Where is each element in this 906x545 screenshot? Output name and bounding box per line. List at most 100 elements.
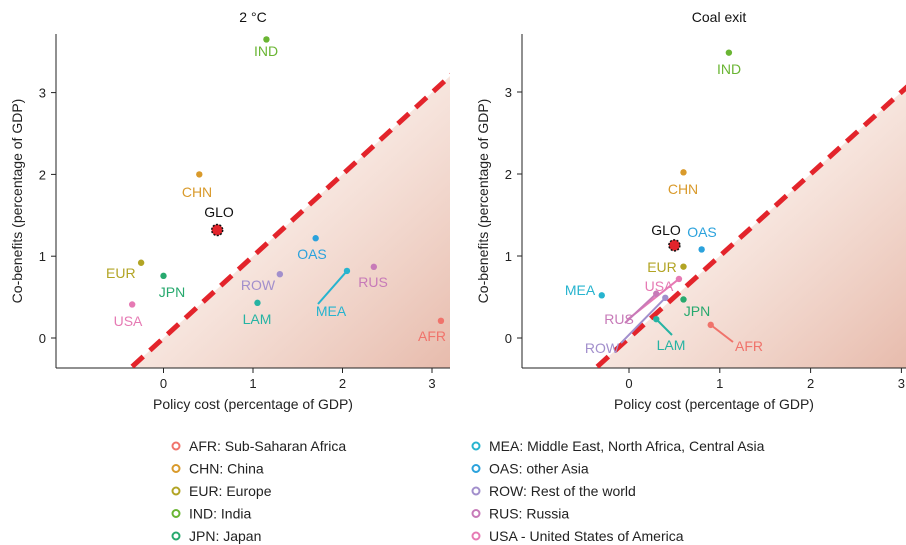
- legend-item-mea: MEA: Middle East, North Africa, Central …: [489, 438, 765, 454]
- legend: AFR: Sub-Saharan Africa CHN: China EUR: Eu…: [171, 438, 765, 544]
- legend-marker-afr: [171, 441, 181, 451]
- point-usa: [675, 275, 683, 283]
- y-tick-label: 3: [505, 85, 512, 100]
- legend-item-oas: OAS: other Asia: [489, 461, 589, 477]
- point-glo: [668, 239, 681, 252]
- cost-exceeds-benefit-region: [56, 76, 450, 368]
- leader-line-rus: [624, 292, 657, 324]
- legend-marker-rus: [471, 509, 481, 518]
- cost-exceeds-benefit-region: [522, 87, 906, 368]
- point-lam: [653, 315, 660, 323]
- legend-marker-usa: [471, 531, 481, 541]
- label-jpn: JPN: [684, 303, 710, 319]
- leader-line-lam: [655, 318, 673, 336]
- label-ind: IND: [254, 43, 278, 59]
- x-tick-label: 1: [716, 376, 723, 391]
- label-rus: RUS: [358, 274, 388, 290]
- legend-marker-oas: [471, 464, 481, 473]
- y-axis-title: Co-benefits (percentage of GDP): [9, 99, 25, 304]
- panel-coal-exit: 0 1 2 3 0 1 2 3 Coal exit Policy cost (percentage…: [475, 9, 906, 412]
- leader-line-row: [620, 297, 667, 344]
- point-eur: [137, 259, 145, 266]
- panel-2c: 0 1 2 3 0 1 2 3 2 °C Policy cost (percentage of G…: [9, 9, 450, 412]
- point-usa: [128, 301, 136, 308]
- panel-title: Coal exit: [692, 9, 747, 25]
- y-tick-label: 1: [39, 249, 46, 264]
- x-tick-label: 2: [807, 376, 814, 391]
- label-chn: CHN: [182, 184, 212, 200]
- point-row: [276, 270, 284, 278]
- label-oas: OAS: [687, 224, 717, 240]
- point-eur: [680, 263, 687, 270]
- label-mea: MEA: [316, 303, 347, 319]
- label-glo: GLO: [204, 204, 234, 220]
- label-eur: EUR: [106, 265, 136, 281]
- point-chn: [196, 171, 203, 178]
- x-axis-title: Policy cost (percentage of GDP): [153, 396, 353, 412]
- label-eur: EUR: [647, 259, 677, 275]
- label-row: ROW: [241, 277, 276, 293]
- legend-marker-chn: [171, 464, 181, 473]
- label-afr: AFR: [735, 338, 763, 354]
- point-mea: [598, 292, 605, 299]
- label-lam: LAM: [243, 311, 272, 327]
- y-tick-label: 0: [39, 331, 46, 346]
- legend-item-row: ROW: Rest of the world: [489, 483, 636, 499]
- legend-marker-eur: [171, 486, 181, 496]
- x-tick-label: 2: [339, 376, 346, 391]
- y-tick-label: 2: [39, 167, 46, 182]
- point-ind: [263, 36, 270, 43]
- point-chn: [680, 169, 687, 176]
- point-oas: [312, 235, 319, 242]
- legend-item-afr: AFR: Sub-Saharan Africa: [189, 438, 346, 454]
- point-afr: [707, 321, 714, 329]
- leader-line-mea: [317, 270, 348, 305]
- point-rus: [370, 263, 378, 271]
- y-axis-title: Co-benefits (percentage of GDP): [475, 99, 491, 304]
- x-tick-label: 3: [898, 376, 905, 391]
- label-usa: USA: [114, 313, 143, 329]
- label-mea: MEA: [565, 282, 596, 298]
- point-oas: [698, 246, 705, 253]
- legend-marker-ind: [171, 509, 181, 518]
- legend-item-rus: RUS: Russia: [489, 506, 569, 522]
- label-usa: USA: [645, 278, 674, 294]
- label-rus: RUS: [604, 311, 634, 327]
- point-rus: [653, 290, 660, 297]
- panel-title: 2 °C: [239, 9, 266, 25]
- label-lam: LAM: [657, 337, 686, 353]
- legend-item-jpn: JPN: Japan: [189, 528, 261, 544]
- y-tick-label: 0: [505, 331, 512, 346]
- reference-line: [595, 84, 906, 368]
- label-glo: GLO: [651, 222, 681, 238]
- reference-line: [130, 72, 450, 368]
- label-afr: AFR: [418, 328, 446, 344]
- label-row: ROW: [585, 340, 620, 356]
- point-ind: [725, 49, 733, 56]
- label-jpn: JPN: [159, 284, 185, 300]
- legend-marker-row: [471, 486, 481, 496]
- y-tick-label: 1: [505, 249, 512, 264]
- x-axis-title: Policy cost (percentage of GDP): [614, 396, 814, 412]
- point-jpn: [160, 272, 167, 280]
- point-jpn: [680, 296, 687, 303]
- x-tick-label: 0: [160, 376, 167, 391]
- legend-marker-mea: [471, 441, 481, 451]
- point-mea: [343, 267, 351, 275]
- point-row: [662, 294, 669, 302]
- legend-item-eur: EUR: Europe: [189, 483, 272, 499]
- legend-item-ind: IND: India: [189, 506, 251, 522]
- point-afr: [437, 317, 445, 325]
- x-tick-label: 0: [625, 376, 632, 391]
- y-tick-label: 3: [39, 86, 46, 101]
- point-lam: [254, 299, 261, 307]
- legend-item-usa: USA - United States of America: [489, 528, 684, 544]
- label-ind: IND: [717, 61, 741, 77]
- label-oas: OAS: [297, 246, 327, 262]
- point-glo: [210, 223, 224, 237]
- leader-line-afr: [710, 324, 734, 343]
- legend-marker-jpn: [171, 531, 181, 541]
- label-chn: CHN: [668, 181, 698, 197]
- x-tick-label: 3: [428, 376, 435, 391]
